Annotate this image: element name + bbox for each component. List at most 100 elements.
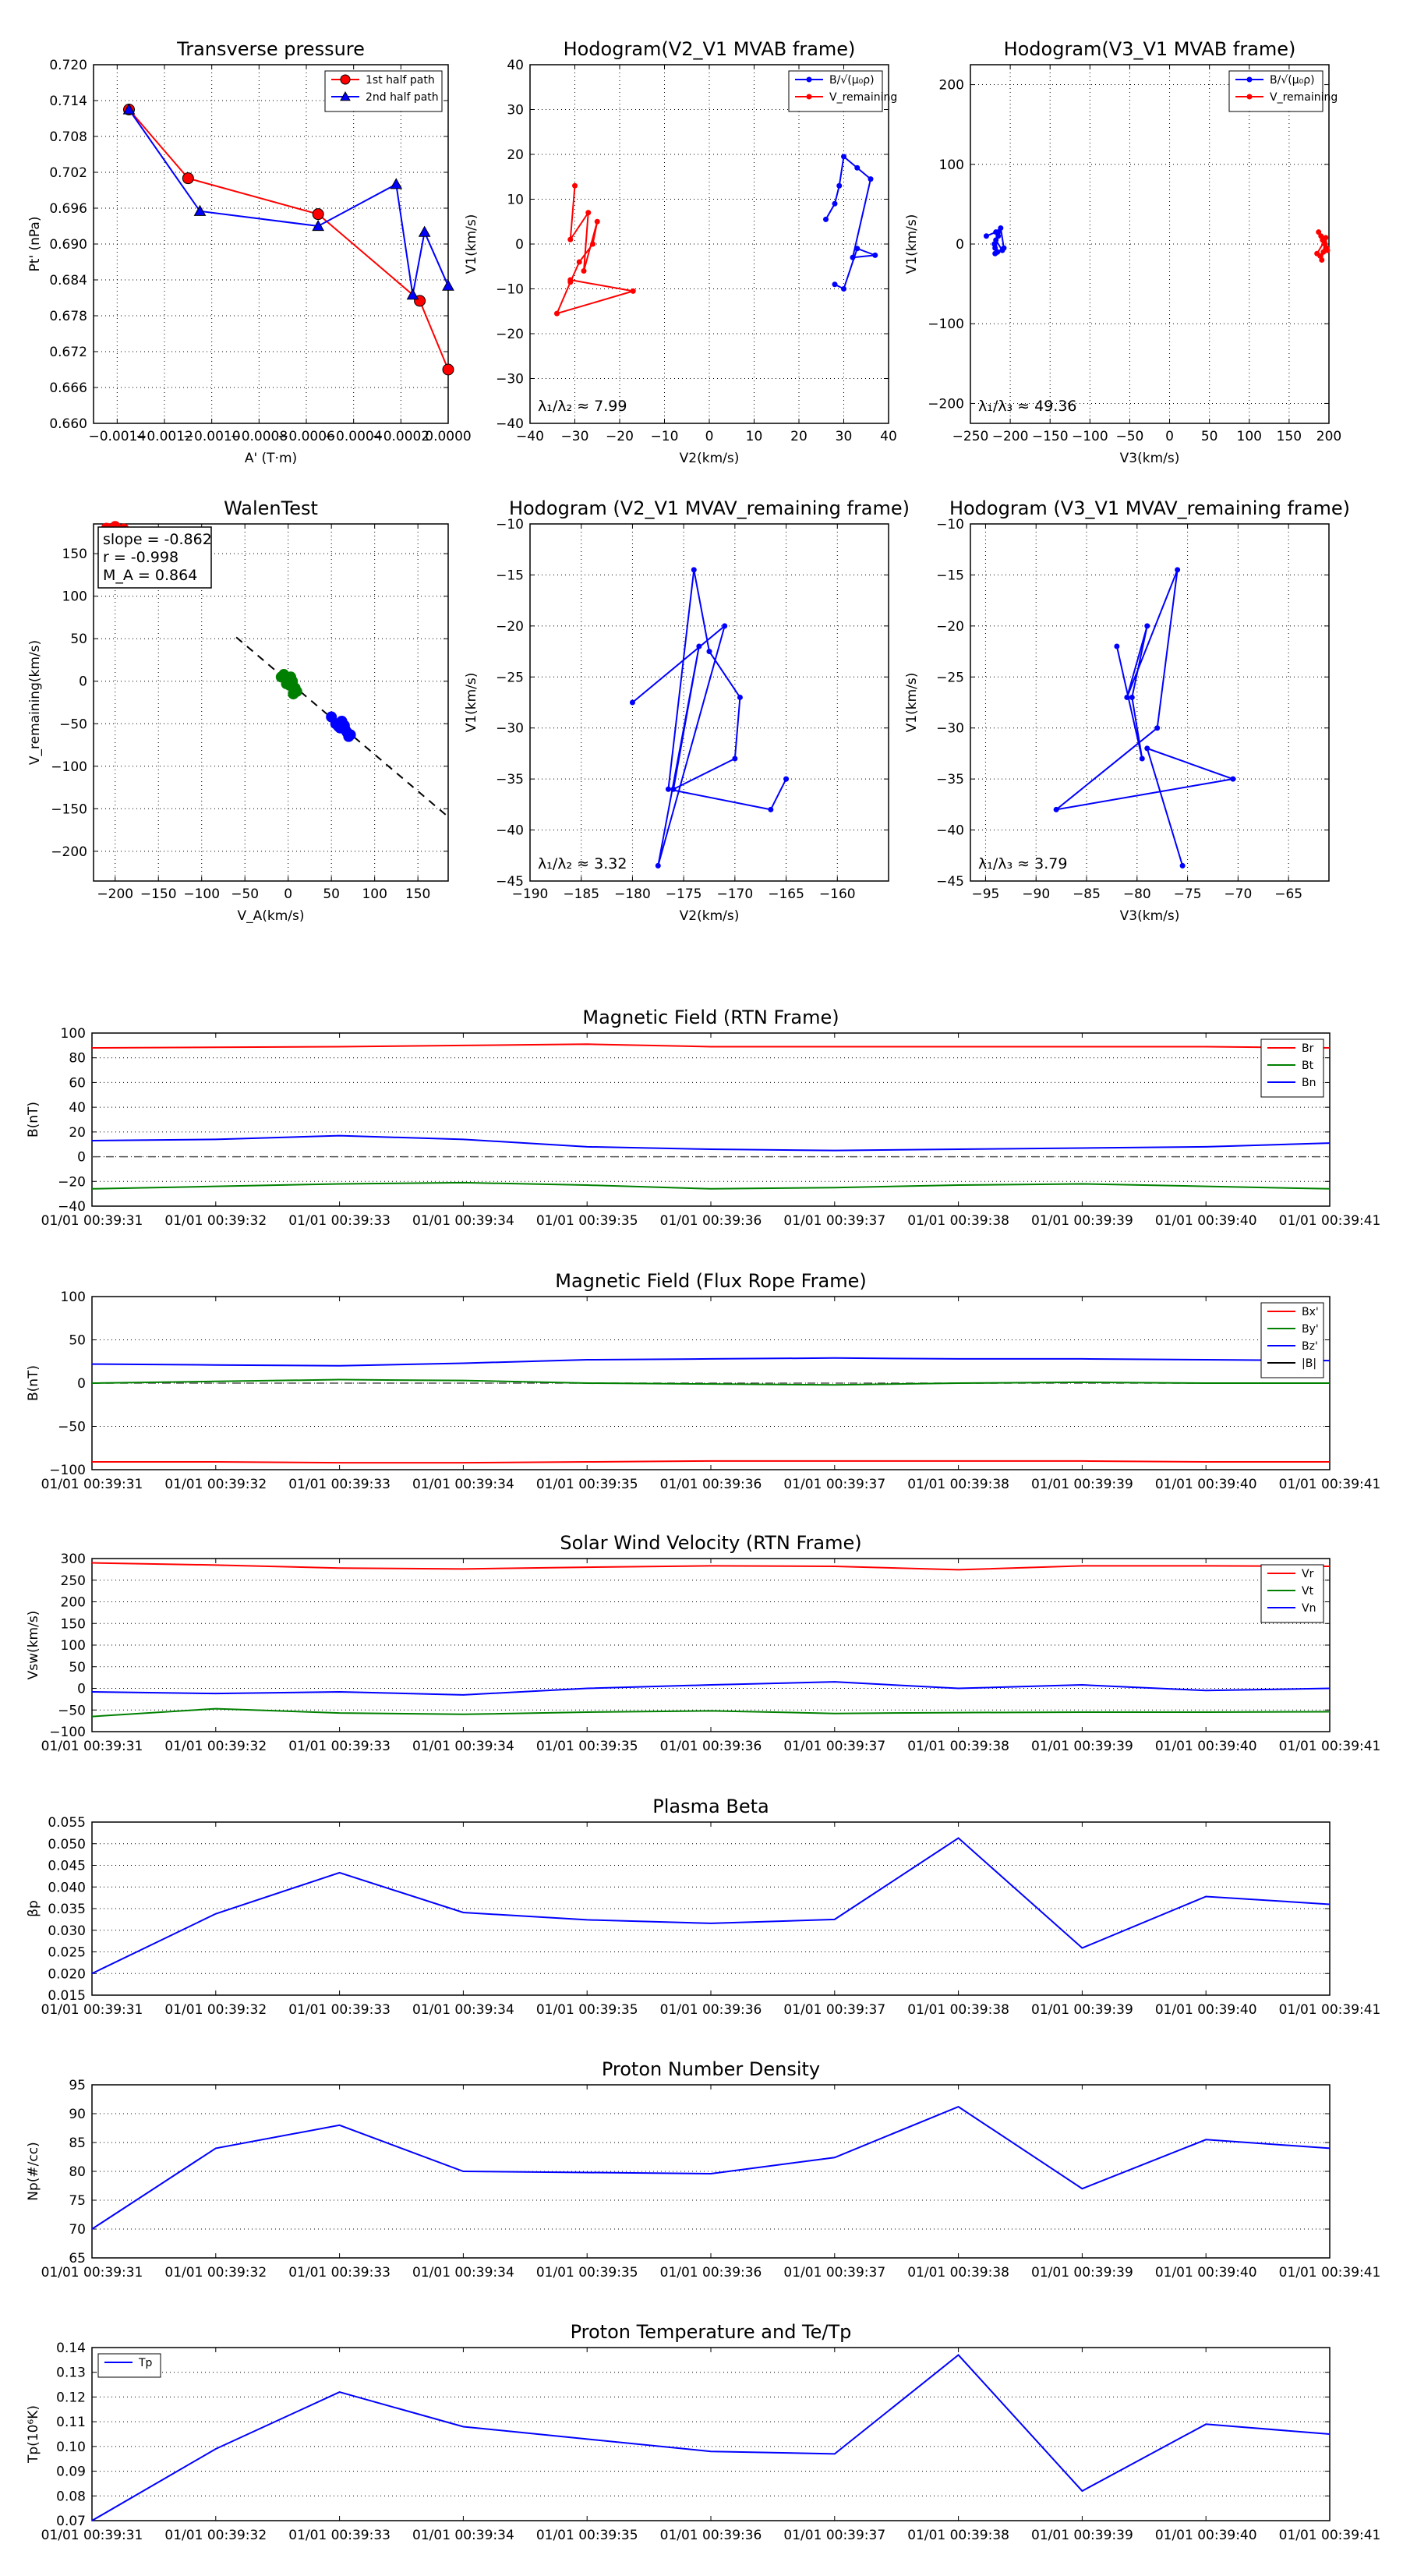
- plot-frame: [970, 523, 1330, 882]
- series-line-Bz': [91, 1357, 1331, 1367]
- chart-np: Proton Number Density 65 70 75 80 85 90 95 Np(#/…: [26, 2058, 1380, 2281]
- y-tick-label: 0: [77, 1376, 86, 1392]
- y-tick-label: 0.045: [48, 1859, 86, 1874]
- data-point: [581, 268, 587, 274]
- y-tick-label: 0.684: [49, 273, 87, 288]
- data-point: [576, 259, 582, 265]
- y-tick-label: −10: [496, 517, 524, 533]
- time-tick-label: 01/01 00:39:41: [1279, 2528, 1381, 2543]
- x-tick-label: −65: [1274, 886, 1302, 902]
- legend-label: Bt: [1302, 1060, 1314, 1072]
- x-tick-label: −40: [516, 429, 544, 444]
- chart-title: Proton Number Density: [602, 2058, 820, 2080]
- data-point: [872, 252, 878, 258]
- time-tick-label: 01/01 00:39:31: [41, 2528, 143, 2543]
- time-tick-label: 01/01 00:39:35: [536, 2265, 638, 2281]
- data-point: [823, 216, 829, 222]
- time-tick-label: 01/01 00:39:40: [1155, 2528, 1257, 2543]
- data-point: [832, 281, 838, 288]
- eigenvalue-ratio: λ₁/λ₂ ≈ 7.99: [538, 398, 627, 415]
- y-tick-label: 100: [62, 589, 87, 605]
- x-axis-label: V3(km/s): [1120, 908, 1180, 924]
- series-line-Vn: [91, 1681, 1331, 1696]
- plot-frame: [93, 64, 449, 424]
- x-tick-label: −150: [1032, 429, 1069, 444]
- chart-title: Transverse pressure: [176, 38, 365, 60]
- y-tick-label: 100: [61, 1026, 86, 1042]
- y-axis-label: Pt' (nPa): [27, 217, 43, 272]
- data-point: [585, 210, 592, 216]
- data-point: [193, 204, 207, 216]
- legend-marker: [806, 94, 812, 100]
- data-point: [122, 103, 136, 115]
- time-tick-label: 01/01 00:39:35: [536, 2528, 638, 2543]
- y-tick-label: 0.666: [49, 380, 87, 396]
- legend-label: 1st half path: [366, 74, 435, 87]
- data-point: [442, 363, 454, 376]
- x-tick-label: −175: [666, 886, 702, 902]
- y-tick-label: −20: [58, 1174, 86, 1190]
- data-point: [390, 178, 403, 189]
- data-point: [572, 182, 578, 189]
- series-line-By': [91, 1378, 1330, 1386]
- time-tick-label: 01/01 00:39:38: [907, 1739, 1009, 1754]
- time-tick-label: 01/01 00:39:32: [164, 1213, 267, 1229]
- stat-line: M_A = 0.864: [103, 567, 197, 584]
- data-point: [722, 623, 728, 629]
- time-tick-label: 01/01 00:39:32: [164, 2265, 267, 2281]
- y-tick-label: −10: [496, 282, 524, 298]
- y-tick-label: 0.09: [56, 2465, 86, 2480]
- y-tick-label: 80: [69, 2164, 86, 2180]
- time-tick-label: 01/01 00:39:34: [412, 1213, 514, 1229]
- time-tick-label: 01/01 00:39:31: [41, 1477, 143, 1492]
- chart-vsw: Solar Wind Velocity (RTN Frame) −100 −50 0 5…: [26, 1532, 1380, 1754]
- x-tick-label: −100: [183, 886, 220, 902]
- x-tick-label: −100: [1072, 429, 1108, 444]
- time-tick-label: 01/01 00:39:41: [1279, 2002, 1381, 2018]
- x-tick-label: −250: [952, 429, 989, 444]
- data-point: [1230, 776, 1236, 782]
- legend-box: [1228, 70, 1323, 112]
- data-point: [182, 172, 194, 185]
- chart-title: Proton Temperature and Te/Tp: [571, 2321, 852, 2343]
- y-tick-label: 150: [62, 547, 87, 562]
- y-tick-label: 0.025: [48, 1945, 86, 1961]
- legend-box: [788, 70, 883, 112]
- legend-label: Br: [1302, 1042, 1314, 1055]
- time-tick-label: 01/01 00:39:40: [1155, 1213, 1257, 1229]
- plot-frame: [529, 64, 889, 424]
- chart-title: Hodogram (V2_V1 MVAV_remaining frame): [509, 497, 910, 519]
- time-tick-label: 01/01 00:39:40: [1155, 2265, 1257, 2281]
- data-point: [285, 671, 297, 683]
- y-tick-label: −50: [58, 1420, 86, 1435]
- x-tick-label: −20: [606, 429, 634, 444]
- y-axis-label: Tp(10⁶K): [26, 2405, 41, 2464]
- y-tick-label: 250: [61, 1573, 86, 1589]
- series-line-beta: [91, 1837, 1331, 1975]
- y-tick-label: 0.678: [49, 309, 87, 324]
- x-tick-label: 0.0000: [425, 429, 471, 444]
- time-tick-label: 01/01 00:39:34: [412, 2528, 514, 2543]
- x-tick-label: 50: [1201, 429, 1218, 444]
- data-point: [995, 233, 1002, 239]
- data-point: [665, 786, 671, 792]
- plot-frame: [970, 64, 1330, 424]
- x-tick-label: −0.0008: [230, 429, 288, 444]
- x-tick-label: −185: [563, 886, 599, 902]
- time-tick-label: 01/01 00:39:41: [1279, 2265, 1381, 2281]
- data-point: [288, 688, 299, 700]
- data-point: [768, 806, 774, 812]
- stat-line: slope = -0.862: [103, 531, 212, 548]
- data-point: [1139, 755, 1145, 762]
- y-tick-label: −50: [58, 1703, 86, 1718]
- y-tick-label: −40: [496, 823, 524, 839]
- x-axis-label: V2(km/s): [680, 451, 740, 466]
- legend-label: Vn: [1302, 1602, 1316, 1615]
- x-tick-label: −95: [971, 886, 999, 902]
- data-point: [567, 236, 574, 242]
- time-tick-label: 01/01 00:39:39: [1031, 1213, 1133, 1229]
- y-tick-label: −45: [936, 874, 964, 890]
- x-tick-label: −75: [1174, 886, 1202, 902]
- data-point: [590, 241, 595, 247]
- chart-h1: Hodogram(V2_V1 MVAB frame) −40 −30 −20 −10 0 1…: [464, 38, 897, 466]
